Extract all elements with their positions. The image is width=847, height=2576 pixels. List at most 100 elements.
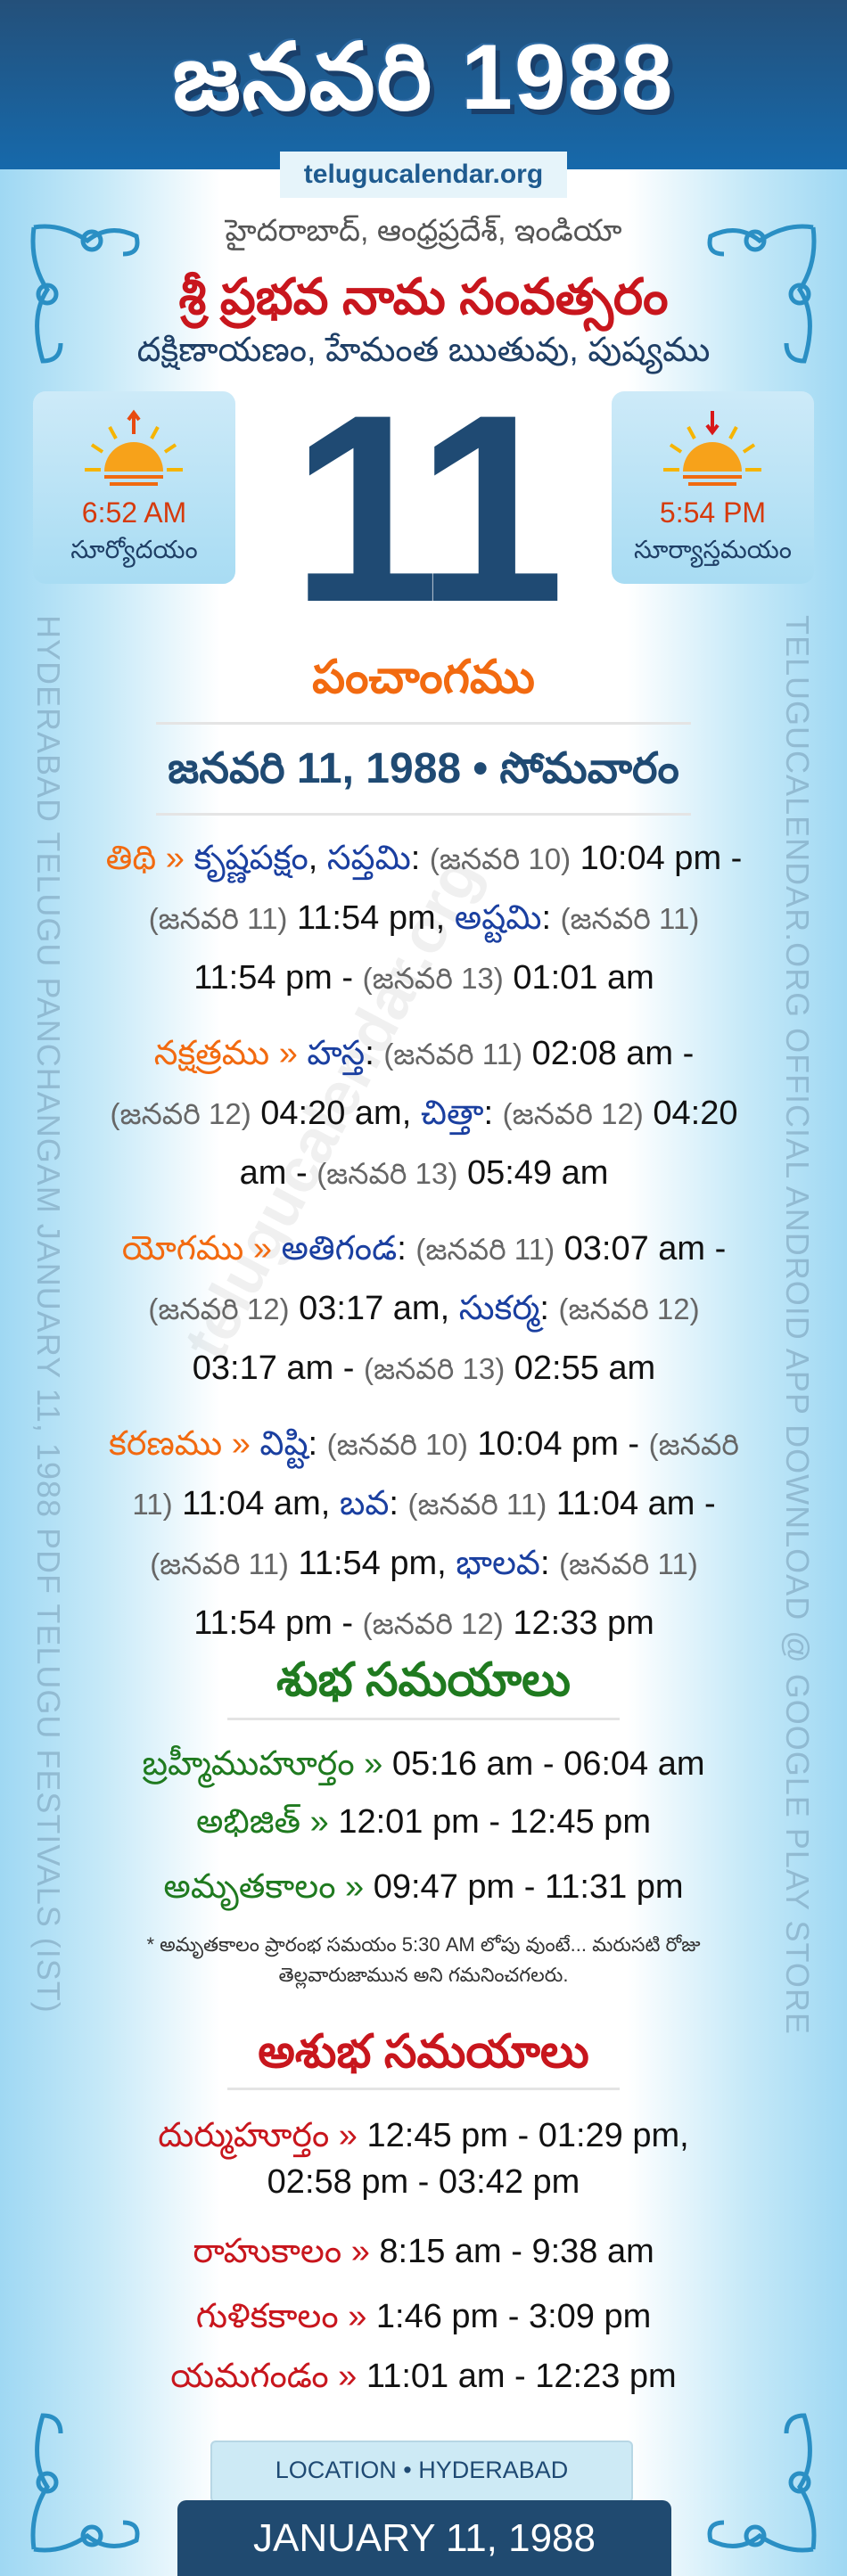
start-date: (జనవరి 11) xyxy=(559,1547,698,1580)
separator: » xyxy=(278,1035,298,1072)
entry-label: యోగము xyxy=(121,1230,244,1267)
corner-ornament-icon xyxy=(707,2413,817,2553)
separator: » xyxy=(364,1745,383,1783)
sunrise-label: సూర్యోదయం xyxy=(70,536,198,563)
paksha-name: కృష్ణపక్షం xyxy=(193,840,308,877)
time-range: 02:58 pm - 03:42 pm xyxy=(267,2163,580,2201)
separator: » xyxy=(350,2233,370,2270)
time-range: 11:01 am - 12:23 pm xyxy=(366,2358,677,2395)
divider xyxy=(227,2088,620,2090)
time-label: అమృతకాలం xyxy=(163,1868,336,1906)
date-weekday-line: జనవరి 11, 1988 • సోమవారం xyxy=(168,745,679,792)
entry-label: నక్షత్రము xyxy=(153,1035,270,1072)
location-badge: LOCATION • HYDERABAD xyxy=(210,2441,633,2503)
separator: » xyxy=(348,2298,367,2335)
day-number: 11 xyxy=(291,358,564,658)
item-name: సప్తమి xyxy=(326,840,411,877)
start-date: (జనవరి 10) xyxy=(429,842,572,875)
end-date: (జనవరి 13) xyxy=(362,962,504,995)
ashubha-row: రాహుకాలం » 8:15 am - 9:38 am xyxy=(0,2233,847,2279)
end-time: 02:55 am xyxy=(514,1350,656,1387)
header-banner xyxy=(0,0,847,169)
end-time: 11:54 pm xyxy=(296,899,436,937)
start-date: (జనవరి 11) xyxy=(415,1233,555,1266)
sunrise-icon xyxy=(85,409,183,486)
start-date: (జనవరి 10) xyxy=(326,1428,468,1461)
start-date: (జనవరి 12) xyxy=(558,1292,700,1325)
separator: » xyxy=(309,1803,329,1841)
time-range-line: 02:58 pm - 03:42 pm xyxy=(0,2163,847,2202)
panchangam-title: పంచాంగము xyxy=(312,652,535,703)
start-time: 04:20 am xyxy=(239,1095,738,1192)
panchangam-entry: తిథి » కృష్ణపక్షం, సప్తమి: (జనవరి 10) 10… xyxy=(105,840,743,997)
panchangam-details: తిథి » కృష్ణపక్షం, సప్తమి: (జనవరి 10) 10… xyxy=(105,829,743,1669)
end-date: (జనవరి 13) xyxy=(317,1157,458,1190)
time-range: 12:45 pm - 01:29 pm, xyxy=(366,2117,689,2154)
ashubha-row: దుర్ముహూర్తం » 12:45 pm - 01:29 pm, 02:58… xyxy=(0,2117,847,2202)
divider xyxy=(156,722,691,725)
start-date: (జనవరి 12) xyxy=(502,1097,644,1130)
separator: » xyxy=(338,2358,358,2395)
start-time: 03:07 am xyxy=(563,1230,706,1267)
time-label: యమగండం xyxy=(170,2358,329,2395)
shubha-title: శుభ సమయాలు xyxy=(276,1654,571,1706)
entry-label: తిథి xyxy=(105,840,157,877)
end-date: (జనవరి 13) xyxy=(364,1352,506,1385)
site-badge[interactable]: telugucalendar.org xyxy=(280,152,567,198)
start-time: 03:17 am xyxy=(192,1350,334,1387)
item-name: సుకర్మ xyxy=(458,1290,540,1327)
item-name: అతిగండ xyxy=(281,1230,398,1267)
ashubha-row: గుళికకాలం » 1:46 pm - 3:09 pm xyxy=(0,2298,847,2344)
shubha-row: అభిజిత్ » 12:01 pm - 12:45 pm xyxy=(0,1803,847,1850)
start-date: (జనవరి 11) xyxy=(383,1038,523,1071)
start-date: (జనవరి 11) xyxy=(407,1488,547,1521)
divider xyxy=(227,1718,620,1720)
footer-date: JANUARY 11, 1988 xyxy=(177,2500,671,2576)
start-time: 10:04 pm xyxy=(580,840,722,877)
start-date: (జనవరి 11) xyxy=(560,902,700,935)
end-date: (జనవరి 11) xyxy=(150,1547,289,1580)
item-name: విష్టి xyxy=(259,1425,308,1463)
item-name: అష్టమి xyxy=(454,899,542,937)
item-name: హస్త xyxy=(307,1035,366,1072)
sunrise-box: 6:52 AM సూర్యోదయం xyxy=(33,391,235,584)
end-time: 11:54 pm xyxy=(298,1545,438,1582)
time-range: 1:46 pm - 3:09 pm xyxy=(375,2298,652,2335)
amrutha-note: * అమృతకాలం ప్రారంభ సమయం 5:30 AM లోపు వుం… xyxy=(146,1933,701,1986)
sunset-time: 5:54 PM xyxy=(659,496,767,529)
shubha-row: అమృతకాలం » 09:47 pm - 11:31 pm xyxy=(0,1868,847,1915)
end-date: (జనవరి 12) xyxy=(148,1292,290,1325)
time-label: దుర్ముహూర్తం xyxy=(158,2117,330,2154)
time-range: 8:15 am - 9:38 am xyxy=(379,2233,654,2270)
time-label: బ్రహ్మీముహూర్తం xyxy=(142,1745,355,1783)
sunrise-time: 6:52 AM xyxy=(81,496,187,529)
corner-ornament-icon xyxy=(707,224,817,364)
panchangam-entry: కరణము » విష్టి: (జనవరి 10) 10:04 pm - (జ… xyxy=(109,1425,739,1642)
corner-ornament-icon xyxy=(30,224,140,364)
start-time: 10:04 pm xyxy=(477,1425,619,1463)
end-time: 04:20 am xyxy=(260,1095,402,1132)
separator: » xyxy=(345,1868,365,1906)
end-time: 11:04 am xyxy=(182,1485,321,1522)
time-range: 05:16 am - 06:04 am xyxy=(391,1745,705,1783)
end-date: (జనవరి 11) xyxy=(148,902,288,935)
panchangam-entry: యోగము » అతిగండ: (జనవరి 11) 03:07 am - (జ… xyxy=(121,1230,727,1387)
end-time: 05:49 am xyxy=(466,1154,609,1192)
end-time: 01:01 am xyxy=(513,959,654,997)
time-label: గుళికకాలం xyxy=(195,2298,339,2335)
divider xyxy=(156,813,691,816)
panchangam-entry: నక్షత్రము » హస్త: (జనవరి 11) 02:08 am - … xyxy=(110,1035,738,1192)
entry-label: కరణము xyxy=(109,1425,223,1463)
separator: » xyxy=(252,1230,272,1267)
separator: » xyxy=(338,2117,358,2154)
end-date: (జనవరి 12) xyxy=(362,1607,504,1640)
ayanam-line: దక్షిణాయణం, హేమంత ఋతువు, పుష్యము xyxy=(136,332,711,369)
start-time: 11:54 pm xyxy=(193,959,333,997)
samvatsaram-title: శ్రీ ప్రభవ నామ సంవత్సరం xyxy=(178,268,669,324)
ashubha-title: అశుభ సమయాలు xyxy=(258,2026,589,2078)
time-label: అభిజిత్ xyxy=(196,1803,301,1841)
end-date: (జనవరి 11) xyxy=(132,1428,739,1521)
shubha-row: బ్రహ్మీముహూర్తం » 05:16 am - 06:04 am xyxy=(0,1745,847,1792)
ashubha-row: యమగండం » 11:01 am - 12:23 pm xyxy=(0,2358,847,2404)
item-name: చిత్తా xyxy=(420,1095,484,1132)
